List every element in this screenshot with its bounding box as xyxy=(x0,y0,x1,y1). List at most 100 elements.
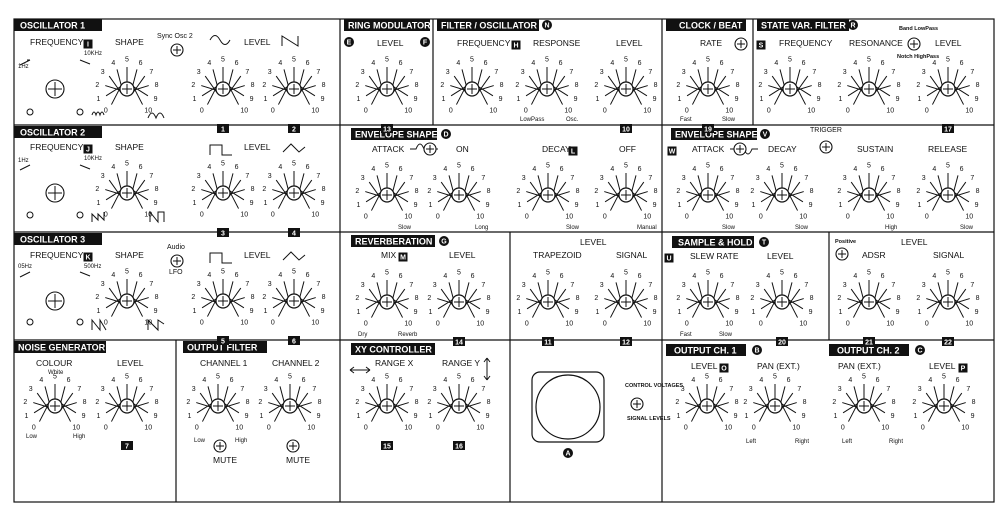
osc1-shape-dial[interactable]: 01 234 5 678 910 xyxy=(95,57,158,115)
out2-left-label: Left xyxy=(842,439,852,445)
sh-slew-rate-dial[interactable]: 01 234 5 678 910 xyxy=(676,270,739,328)
badge-sh: T xyxy=(759,237,769,247)
outfilt-ch2-dial[interactable]: 01 234 5 678 910 xyxy=(258,374,321,432)
clock-rate-dial[interactable]: 01 234 5 678 910 19 xyxy=(676,57,739,134)
out2-level-dial[interactable]: 01 234 5 678 910 xyxy=(912,374,975,432)
osc1-sync-jack[interactable] xyxy=(170,43,184,57)
dial-spoke xyxy=(714,86,730,97)
adsr-dial[interactable]: 01 234 5 678 910 21 xyxy=(837,270,900,347)
svg-text:W: W xyxy=(669,149,676,156)
dial-spoke xyxy=(272,85,288,91)
dial-number: 7 xyxy=(149,173,153,180)
adsr-signal-dial[interactable]: 01 234 5 678 910 22 xyxy=(916,270,979,347)
clock-jack[interactable] xyxy=(734,37,748,51)
outfilt-ch1-dial[interactable]: 01 234 5 678 910 xyxy=(186,374,249,432)
dial-number: 9 xyxy=(575,309,579,316)
out1-pan-dial[interactable]: 01 234 5 678 910 xyxy=(743,374,806,432)
env1-attack-dial[interactable]: 01 234 5 678 910 xyxy=(355,163,418,221)
svf-level-dial[interactable]: 01 234 5 678 910 17 xyxy=(916,57,979,134)
env2-attack-dial[interactable]: 01 234 5 678 910 xyxy=(676,163,739,221)
dial-spoke xyxy=(526,191,542,197)
env2-trigger-jack[interactable] xyxy=(819,140,833,154)
reverb-level-dial[interactable]: 01 234 5 678 910 14 xyxy=(427,270,490,347)
dial-number: 5 xyxy=(706,270,710,277)
dial-number: 4 xyxy=(766,273,770,280)
osc2-shape-dial[interactable]: 01 234 5 678 910 xyxy=(95,161,158,219)
trapezoid-dial[interactable]: 01 234 5 678 910 11 xyxy=(516,270,579,347)
dial-number: 2 xyxy=(837,295,841,302)
dial-spoke xyxy=(478,86,494,97)
dial-number: 9 xyxy=(653,202,657,209)
dial-spoke xyxy=(296,402,312,408)
env1-attack-jack[interactable] xyxy=(423,142,437,156)
dial-id-badge xyxy=(776,337,788,346)
xy-range-x-dial[interactable]: 01 234 5 678 910 15 xyxy=(355,374,418,451)
dial-number: 10 xyxy=(404,425,412,432)
svg-text:N: N xyxy=(544,23,549,30)
xy-range-y-dial[interactable]: 01 234 5 678 910 16 xyxy=(427,374,490,451)
env1-on-dial[interactable]: 01 234 5 678 910 xyxy=(427,163,490,221)
sh-level-dial[interactable]: 01 234 5 678 910 20 xyxy=(750,270,813,347)
dial-number: 1 xyxy=(678,309,682,316)
svf-resonance-dial[interactable]: 01 234 5 678 910 xyxy=(837,57,900,115)
dial-number: 7 xyxy=(729,386,733,393)
svf-bandpass-jack[interactable] xyxy=(907,37,921,51)
dial-number: 0 xyxy=(32,425,36,432)
dial-number: 10 xyxy=(965,214,973,221)
osc3-frequency-jack[interactable] xyxy=(45,291,65,311)
ring-level-dial[interactable]: 01 234 5 678 910 13 xyxy=(355,57,418,134)
dial-number: 4 xyxy=(692,166,696,173)
dial-number: 4 xyxy=(443,377,447,384)
reverb-reverb-label: Reverb xyxy=(398,332,418,338)
dial-number: 10 xyxy=(311,212,319,219)
outfilt-mute2-jack[interactable] xyxy=(286,439,300,453)
osc1-frequency-jack[interactable] xyxy=(45,79,65,99)
env2-decay-dial[interactable]: 01 234 5 678 910 xyxy=(750,163,813,221)
noise-colour-dial[interactable]: 01 234 5 678 910 xyxy=(23,374,86,432)
out2-pan-dial[interactable]: 01 234 5 678 910 xyxy=(832,374,895,432)
scope-select-jack[interactable] xyxy=(630,397,644,411)
dial-number: 2 xyxy=(258,399,262,406)
env2-sustain-dial[interactable]: 01 234 5 678 910 xyxy=(837,163,900,221)
env1-off-dial[interactable]: 01 234 5 678 910 xyxy=(594,163,657,221)
filtosc-frequency-dial[interactable]: 01 234 5 678 910 xyxy=(440,57,503,115)
osc3-audio-lfo-jack[interactable] xyxy=(170,254,184,268)
osc2-frequency-jack[interactable] xyxy=(45,183,65,203)
scope-display[interactable] xyxy=(531,371,605,443)
dial-number: 2 xyxy=(676,188,680,195)
dial-number: 7 xyxy=(409,282,413,289)
osc3-level-dial[interactable]: 01 234 5 678 910 5 xyxy=(191,269,254,346)
filtosc-response-dial[interactable]: 01 234 5 678 910 xyxy=(515,57,578,115)
osc3-shape-dial[interactable]: 01 234 5 678 910 xyxy=(95,269,158,327)
reverb-mix-dial[interactable]: 01 234 5 678 910 xyxy=(355,270,418,328)
dial-number: 8 xyxy=(818,82,822,89)
dial-number: 6 xyxy=(881,273,885,280)
env2-attack-jack[interactable] xyxy=(733,142,747,156)
outfilt-mute1-jack[interactable] xyxy=(213,439,227,453)
dial-number: 1 xyxy=(760,96,764,103)
oscillator-2-title: OSCILLATOR 2 xyxy=(20,128,85,138)
env1-decay-dial[interactable]: 01 234 5 678 910 xyxy=(516,163,579,221)
dial-number: 6 xyxy=(802,60,806,67)
dial-number: 5 xyxy=(288,374,292,381)
sh-level-label: LEVEL xyxy=(767,251,794,261)
dial-number: 7 xyxy=(804,175,808,182)
dial-spoke xyxy=(688,392,702,411)
dial-number: 4 xyxy=(278,272,282,279)
dial-spoke xyxy=(714,191,730,197)
dial-number: 3 xyxy=(843,282,847,289)
svf-level-label: LEVEL xyxy=(935,38,962,48)
adsr-positive-jack[interactable] xyxy=(835,247,849,261)
dial-number: 1 xyxy=(429,202,433,209)
env2-release-dial[interactable]: 01 234 5 678 910 xyxy=(916,163,979,221)
out1-level-dial[interactable]: 01 234 5 678 910 xyxy=(675,374,738,432)
svf-frequency-dial[interactable]: 01 234 5 678 910 xyxy=(758,57,821,115)
